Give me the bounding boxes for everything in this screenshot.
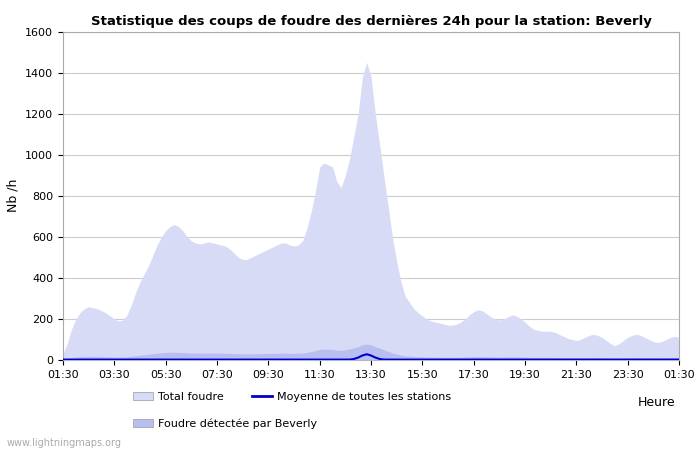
Title: Statistique des coups de foudre des dernières 24h pour la station: Beverly: Statistique des coups de foudre des dern…: [90, 14, 652, 27]
Legend: Foudre détectée par Beverly: Foudre détectée par Beverly: [128, 414, 321, 433]
Text: www.lightningmaps.org: www.lightningmaps.org: [7, 438, 122, 448]
Y-axis label: Nb /h: Nb /h: [6, 179, 20, 212]
Legend: Total foudre, Moyenne de toutes les stations: Total foudre, Moyenne de toutes les stat…: [128, 387, 456, 406]
Text: Heure: Heure: [638, 396, 676, 409]
